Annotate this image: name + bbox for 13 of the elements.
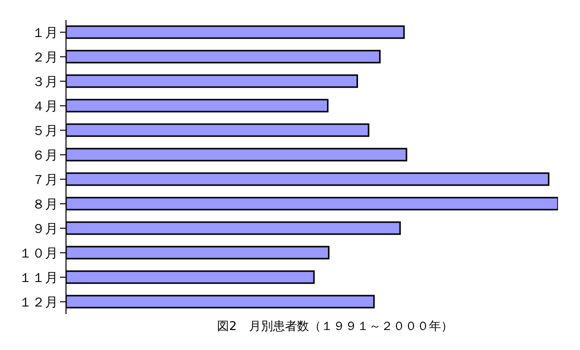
y-tick-label: ３月 bbox=[32, 74, 58, 90]
y-tick-label: ５月 bbox=[32, 124, 58, 139]
y-tick-label: １２月 bbox=[19, 295, 58, 310]
y-tick-label: ７月 bbox=[32, 172, 58, 188]
y-tick-label: ８月 bbox=[32, 197, 58, 212]
y-tick-label: ２月 bbox=[32, 50, 58, 66]
y-tick-label: １０月 bbox=[19, 246, 58, 262]
y-tick-label: ６月 bbox=[32, 148, 58, 164]
y-tick-label: １１月 bbox=[19, 270, 58, 286]
y-tick-label: １月 bbox=[32, 26, 58, 41]
y-tick-label: ４月 bbox=[32, 99, 58, 114]
caption: 図2 月別患者数（１９９１～２０００年） bbox=[216, 318, 454, 335]
y-tick-label: ９月 bbox=[32, 222, 58, 237]
